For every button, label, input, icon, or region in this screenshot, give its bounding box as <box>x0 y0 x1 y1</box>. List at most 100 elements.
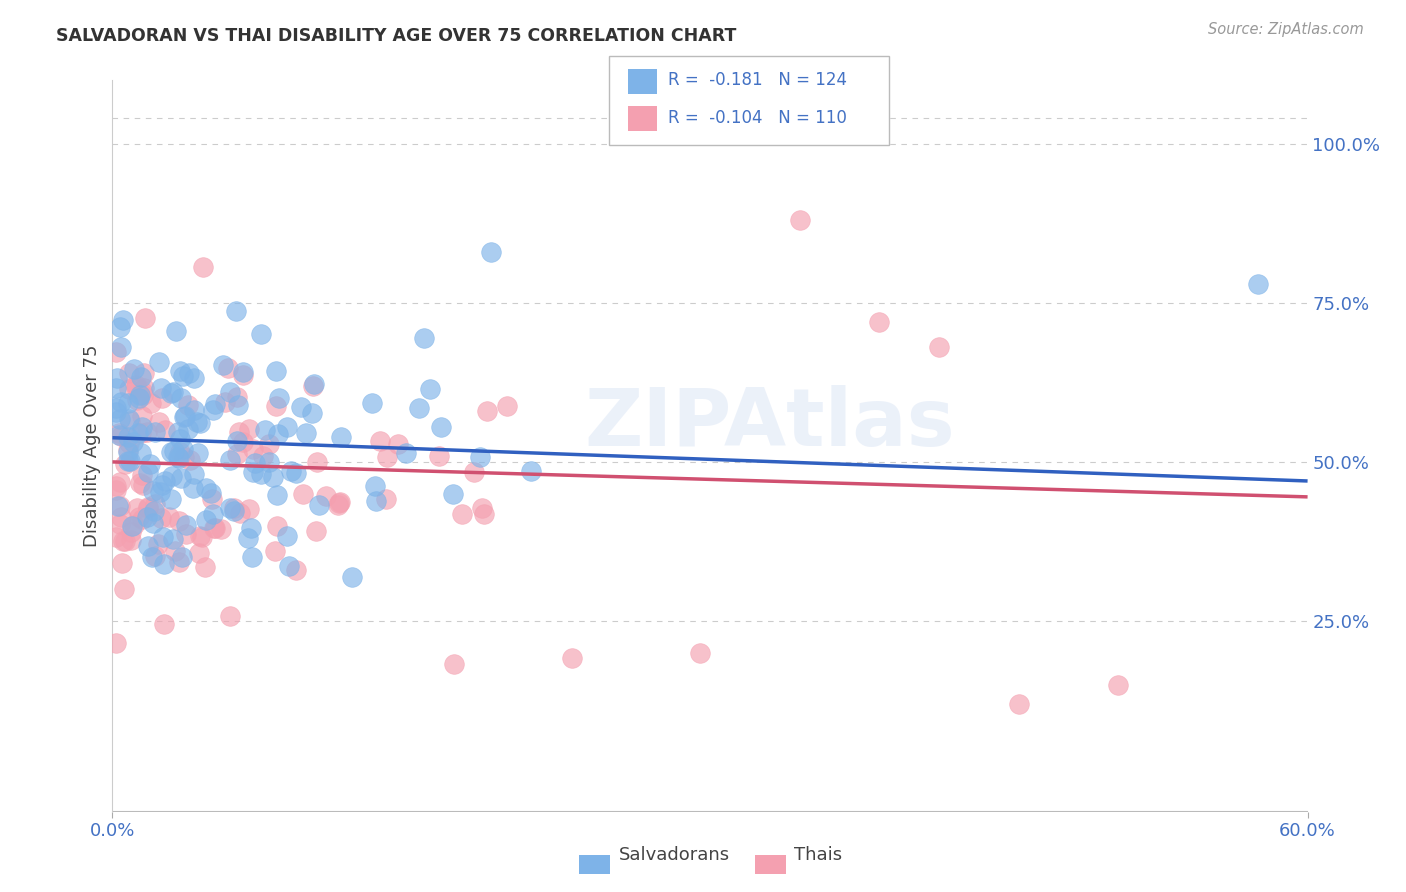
Text: Thais: Thais <box>794 847 842 864</box>
Point <box>291 486 314 500</box>
Point <box>226 447 249 461</box>
Point <box>328 496 350 510</box>
Point <box>128 509 150 524</box>
Point <box>167 514 190 528</box>
Point <box>131 511 153 525</box>
Point <box>217 360 239 375</box>
Point <box>451 507 474 521</box>
Point <box>211 358 233 372</box>
Point <box>162 384 184 399</box>
Point <box>278 558 301 573</box>
Point <box>131 419 153 434</box>
Point <box>167 450 190 465</box>
Point <box>114 458 136 472</box>
Point <box>218 608 240 623</box>
Point <box>1247 277 1270 291</box>
Point <box>183 371 205 385</box>
Point <box>183 403 205 417</box>
Point <box>285 466 308 480</box>
Point <box>105 405 128 419</box>
Point <box>218 453 240 467</box>
Point <box>479 245 502 260</box>
Point <box>111 534 134 549</box>
Point <box>129 370 152 384</box>
Point <box>519 464 541 478</box>
Point <box>105 636 128 650</box>
Point <box>131 384 153 398</box>
Point <box>146 537 169 551</box>
Point <box>219 501 242 516</box>
Point <box>266 519 288 533</box>
Point <box>134 381 156 395</box>
Point <box>105 483 128 498</box>
Point <box>263 543 285 558</box>
Point <box>150 477 173 491</box>
Point <box>117 395 139 409</box>
Point <box>148 355 170 369</box>
Point <box>124 362 146 376</box>
Point <box>110 340 132 354</box>
Point <box>117 445 139 459</box>
Point <box>204 521 226 535</box>
Point <box>166 450 188 464</box>
Point <box>108 475 131 489</box>
Point <box>121 518 143 533</box>
Point <box>304 376 326 391</box>
Point <box>253 423 276 437</box>
Point <box>294 426 316 441</box>
Point <box>141 550 163 565</box>
Point <box>152 617 174 632</box>
Point <box>169 364 191 378</box>
Point <box>290 400 312 414</box>
Point <box>131 409 153 424</box>
Point <box>152 530 174 544</box>
Point <box>375 450 398 465</box>
Point <box>232 368 254 383</box>
Point <box>121 434 143 449</box>
Point <box>387 437 409 451</box>
Point <box>561 650 583 665</box>
Point <box>127 393 149 408</box>
Point <box>194 513 217 527</box>
Point <box>165 544 187 558</box>
Point <box>157 509 180 524</box>
Point <box>269 391 291 405</box>
Point <box>238 422 260 436</box>
Point <box>239 521 262 535</box>
Point <box>471 501 494 516</box>
Point <box>280 465 302 479</box>
Point <box>153 423 176 437</box>
Point <box>176 518 198 533</box>
Point <box>375 491 398 506</box>
Point <box>169 471 191 485</box>
Point <box>145 425 167 439</box>
Point <box>153 474 176 488</box>
Point <box>136 465 159 479</box>
Point <box>110 412 132 426</box>
Point <box>222 500 245 515</box>
Point <box>107 428 129 442</box>
Point <box>125 378 148 392</box>
Point <box>108 319 131 334</box>
Point <box>329 430 352 444</box>
Point <box>326 498 349 512</box>
Point <box>149 484 172 499</box>
Point <box>200 486 222 500</box>
Point <box>117 436 139 450</box>
Point <box>232 365 254 379</box>
Point <box>193 260 215 275</box>
Point <box>162 443 184 458</box>
Point <box>169 432 191 446</box>
Point <box>120 533 142 547</box>
Point <box>142 483 165 498</box>
Point <box>301 406 323 420</box>
Point <box>135 425 157 440</box>
Point <box>229 507 252 521</box>
Point <box>105 479 128 493</box>
Point <box>132 477 155 491</box>
Point <box>173 450 195 465</box>
Point <box>117 454 139 468</box>
Point <box>242 465 264 479</box>
Point <box>142 516 165 531</box>
Point <box>276 529 298 543</box>
